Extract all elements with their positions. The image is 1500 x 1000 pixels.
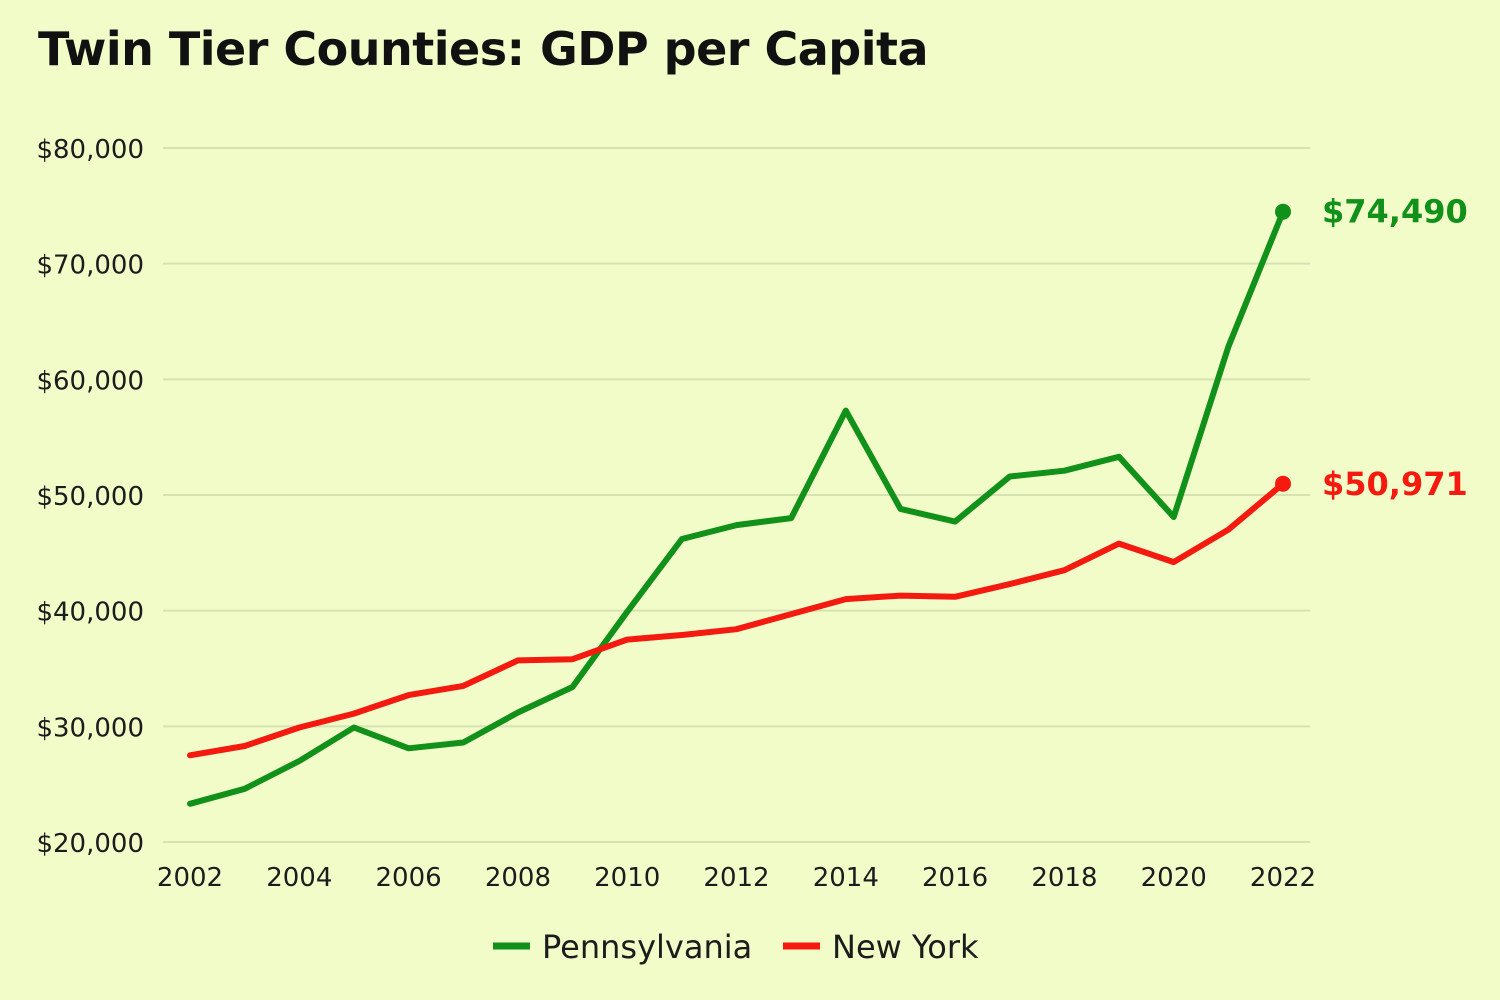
y-tick-label: $80,000 [36,135,144,165]
x-axis: 2002 2004 2006 2008 2010 2012 2014 2016 2018 2020… [157,863,1316,893]
x-tick-label: 2002 [157,863,223,893]
series-lines [187,208,1286,807]
x-tick-label: 2004 [266,863,332,893]
x-tick-label: 2018 [1031,863,1097,893]
end-value-label: $74,490 [1322,193,1468,231]
legend-label: New York [832,928,979,966]
x-tick-label: 2012 [703,863,769,893]
y-tick-label: $70,000 [36,251,144,281]
end-point [1275,475,1291,492]
y-tick-label: $20,000 [36,829,144,859]
legend-label: Pennsylvania [542,928,752,966]
x-tick-label: 2010 [594,863,660,893]
chart-title: Twin Tier Counties: GDP per Capita [38,22,929,76]
y-tick-label: $30,000 [36,713,144,743]
x-tick-label: 2020 [1141,863,1207,893]
legend: Pennsylvania New York [493,928,979,966]
y-axis: $20,000 $30,000 $40,000 $50,000 $60,000 $70,0… [36,135,144,859]
series-line-new-york [187,480,1286,759]
series-line-pennsylvania [187,208,1286,807]
end-value-label: $50,971 [1322,465,1468,503]
x-tick-label: 2016 [922,863,988,893]
x-tick-label: 2014 [813,863,879,893]
y-tick-label: $60,000 [36,366,144,396]
x-tick-label: 2008 [485,863,551,893]
series-endpoints: $74,490 $50,971 [1275,193,1468,503]
x-tick-label: 2022 [1250,863,1316,893]
end-point [1275,203,1291,220]
x-tick-label: 2006 [376,863,442,893]
y-tick-label: $40,000 [36,598,144,628]
y-tick-label: $50,000 [36,482,144,512]
